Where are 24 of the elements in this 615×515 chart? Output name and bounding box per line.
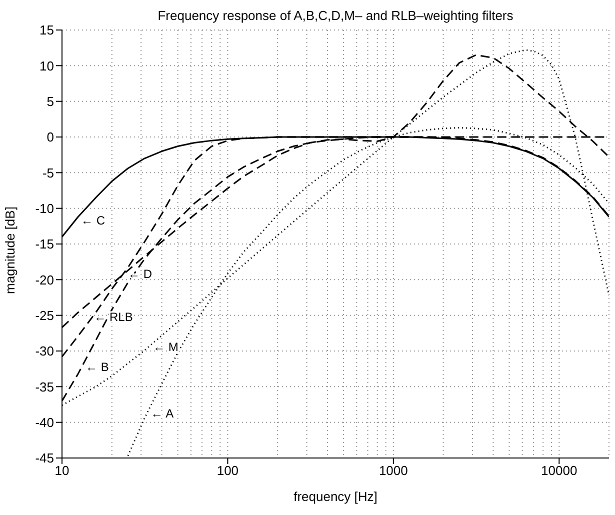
y-tick-label: -5 bbox=[42, 165, 54, 180]
y-tick-label: 10 bbox=[40, 58, 54, 74]
y-tick-label: -30 bbox=[35, 344, 54, 359]
y-tick-label: 15 bbox=[40, 22, 54, 38]
annotation: ← C bbox=[81, 214, 106, 228]
x-tick-label: 10000 bbox=[541, 463, 578, 478]
annotation: ← M bbox=[153, 340, 178, 354]
annotation: ← RLB bbox=[94, 310, 133, 324]
y-tick-label: -25 bbox=[35, 308, 54, 323]
y-tick-label: -35 bbox=[35, 379, 54, 394]
chart-title: Frequency response of A,B,C,D,M– and RLB–weighting filters bbox=[156, 8, 514, 23]
annotation: ← A bbox=[150, 406, 174, 420]
y-tick-label: -40 bbox=[35, 414, 54, 430]
x-tick-label: 1000 bbox=[378, 463, 408, 478]
x-tick-label: 100 bbox=[216, 463, 239, 478]
y-tick-label: -15 bbox=[35, 236, 54, 252]
y-tick-label: 0 bbox=[46, 130, 54, 145]
y-tick-label: 5 bbox=[46, 94, 54, 109]
annotation: ← B bbox=[86, 360, 109, 374]
y-tick-label: -20 bbox=[35, 272, 54, 288]
y-axis-title: magnitude [dB] bbox=[2, 206, 18, 294]
y-tick-label: -10 bbox=[35, 200, 54, 216]
y-tick-label: -45 bbox=[35, 450, 54, 466]
x-axis-title: frequency [Hz] bbox=[294, 489, 378, 504]
